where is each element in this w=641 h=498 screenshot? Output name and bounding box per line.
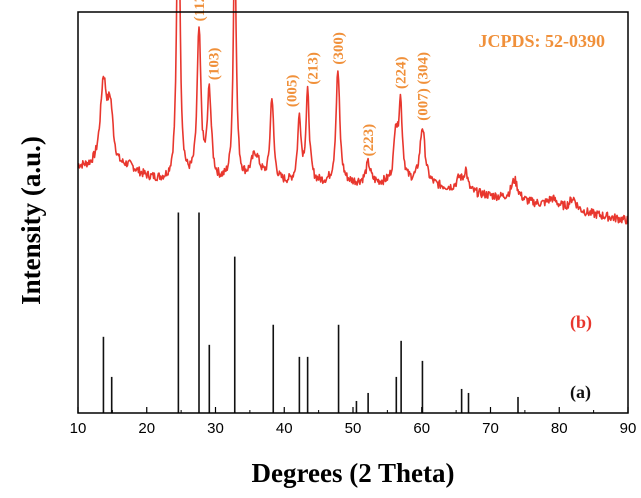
plot-area: (003)(112)(103)(201) (004)(005)(213)(300… — [77, 0, 629, 413]
x-tick-label: 10 — [70, 420, 87, 437]
y-axis-title: Intensity (a.u.) — [16, 136, 46, 305]
jcpds-reference-label: JCPDS: 52-0390 — [479, 31, 606, 51]
axes-frame — [77, 11, 629, 414]
peak-label: (213) — [306, 52, 322, 85]
peak-label: (223) — [361, 124, 377, 157]
series-b-line — [77, 0, 629, 225]
x-tick-label: 50 — [345, 420, 362, 437]
x-tick-label: 60 — [413, 420, 430, 437]
x-tick-label: 40 — [276, 420, 293, 437]
peak-label: (300) — [331, 32, 347, 65]
peak-label: (224) — [393, 57, 409, 90]
series-a-label: (a) — [570, 382, 591, 403]
x-tick-label: 20 — [138, 420, 155, 437]
x-tick-label: 80 — [551, 420, 568, 437]
x-tick-label: 70 — [482, 420, 499, 437]
peak-label: (007) (304) — [415, 52, 431, 121]
x-tick-label: 30 — [207, 420, 224, 437]
x-axis-ticks: 10 20 30 40 50 60 70 80 90 — [70, 407, 637, 437]
peak-label: (103) — [206, 48, 222, 81]
peak-label: (112) — [192, 0, 208, 21]
series-b-label: (b) — [570, 312, 592, 333]
x-tick-label: 90 — [620, 420, 637, 437]
peak-label: (005) — [284, 75, 300, 108]
x-axis-title: Degrees (2 Theta) — [252, 458, 455, 488]
